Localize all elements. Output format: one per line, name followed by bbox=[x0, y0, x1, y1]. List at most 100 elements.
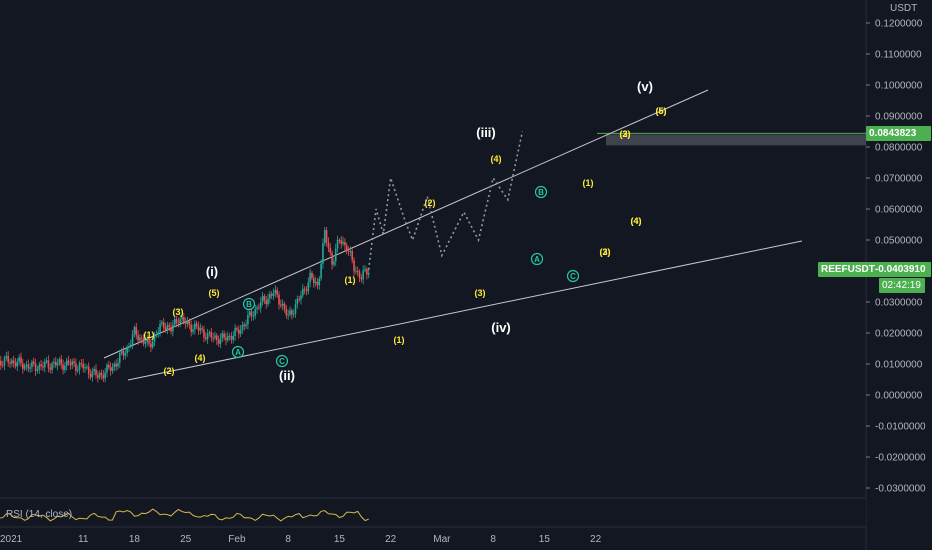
candle-body bbox=[87, 366, 90, 374]
x-tick-label: Mar bbox=[433, 534, 451, 545]
candle-body bbox=[139, 337, 141, 341]
wave-label-sub: (3) bbox=[475, 288, 486, 298]
candle-body bbox=[175, 319, 178, 323]
candle-body bbox=[303, 288, 306, 290]
candle-body bbox=[9, 362, 11, 364]
candle-body bbox=[67, 360, 70, 364]
candle-body bbox=[1, 365, 4, 366]
wave-label-abc: A bbox=[534, 255, 540, 264]
candle-body bbox=[245, 324, 247, 327]
candle-body bbox=[349, 251, 352, 252]
candle-body bbox=[100, 373, 103, 375]
candle-body bbox=[166, 325, 169, 330]
candle-body bbox=[192, 329, 194, 332]
price-unit-label: USDT bbox=[890, 3, 918, 14]
candle-body bbox=[336, 239, 339, 249]
candle-body bbox=[20, 357, 22, 364]
candle-body bbox=[212, 337, 214, 339]
candle-body bbox=[71, 361, 74, 366]
candle-body bbox=[358, 271, 361, 279]
candle-body bbox=[219, 337, 222, 344]
candle-body bbox=[237, 329, 240, 334]
wave-label-primary: (v) bbox=[637, 79, 653, 94]
wave-label-primary: (ii) bbox=[279, 368, 295, 383]
candle-body bbox=[111, 366, 114, 371]
candle-body bbox=[148, 337, 150, 344]
wave-label-abc-ring bbox=[275, 354, 289, 368]
candle-body bbox=[239, 329, 242, 334]
candle-body bbox=[250, 311, 253, 317]
wave-label-abc: B bbox=[246, 300, 252, 309]
candle-body bbox=[302, 288, 304, 296]
candle-body bbox=[47, 360, 50, 368]
candle-body bbox=[355, 271, 357, 272]
y-tick-label: 0.0600000 bbox=[875, 205, 923, 216]
candle-body bbox=[345, 245, 348, 251]
candle-body bbox=[318, 278, 321, 286]
candle-body bbox=[168, 325, 171, 327]
candle-body bbox=[115, 363, 117, 367]
candle-body bbox=[12, 360, 15, 363]
wave-label-sub: (4) bbox=[631, 216, 642, 226]
candle-body bbox=[248, 311, 251, 316]
candle-body bbox=[113, 363, 116, 367]
candle-body bbox=[23, 365, 26, 369]
candle-body bbox=[120, 351, 123, 353]
candle-body bbox=[199, 328, 202, 331]
candle-body bbox=[283, 303, 286, 309]
candle-body bbox=[203, 329, 205, 338]
candle-body bbox=[62, 364, 64, 371]
candle-body bbox=[247, 315, 249, 325]
candle-body bbox=[164, 327, 167, 330]
candle-body bbox=[91, 371, 94, 378]
wave-label-primary: (i) bbox=[206, 264, 218, 279]
candle-body bbox=[153, 334, 156, 342]
x-tick-label: 22 bbox=[590, 534, 602, 545]
price-line-tag: 0.0843823 bbox=[866, 126, 931, 141]
candle-body bbox=[228, 335, 231, 337]
candle-body bbox=[45, 360, 48, 362]
candle-body bbox=[122, 351, 125, 356]
candle-body bbox=[25, 364, 28, 366]
wave-label-sub: (3) bbox=[620, 129, 631, 139]
candle-body bbox=[215, 335, 218, 341]
candle-body bbox=[190, 324, 192, 332]
candle-body bbox=[344, 241, 346, 246]
candle-body bbox=[172, 324, 174, 332]
candle-body bbox=[307, 282, 310, 292]
candle-body bbox=[364, 269, 366, 271]
candle-body bbox=[281, 303, 284, 306]
y-tick-label: 0.1000000 bbox=[875, 81, 923, 92]
candle-body bbox=[366, 269, 368, 275]
candle-body bbox=[106, 364, 108, 373]
wave-label-sub: (2) bbox=[164, 366, 175, 376]
candle-body bbox=[53, 361, 55, 364]
candle-body bbox=[194, 323, 196, 330]
candle-body bbox=[142, 338, 145, 344]
wave-label-sub: (5) bbox=[656, 106, 667, 116]
wave-label-abc-ring bbox=[530, 252, 544, 266]
candle-body bbox=[252, 315, 255, 317]
candle-body bbox=[75, 363, 77, 371]
y-tick-label: -0.0100000 bbox=[875, 422, 926, 433]
x-tick-label: Feb bbox=[228, 534, 246, 545]
candle-body bbox=[223, 333, 225, 338]
candle-body bbox=[274, 289, 277, 294]
candle-body bbox=[186, 320, 189, 324]
candle-body bbox=[226, 336, 229, 341]
candle-body bbox=[97, 375, 99, 378]
y-tick-label: 0.0200000 bbox=[875, 329, 923, 340]
candle-body bbox=[32, 361, 35, 364]
wave-label-abc-ring bbox=[242, 297, 256, 311]
candle-body bbox=[126, 347, 128, 354]
wave-label-sub: (1) bbox=[345, 275, 356, 285]
candle-body bbox=[300, 295, 302, 300]
candle-body bbox=[309, 272, 311, 283]
candle-body bbox=[280, 304, 282, 306]
candle-body bbox=[294, 304, 297, 314]
wave-label-abc: C bbox=[570, 272, 576, 281]
candle-body bbox=[3, 357, 6, 366]
rsi-indicator-label[interactable]: RSI (14, close) bbox=[6, 509, 73, 520]
candle-body bbox=[259, 301, 262, 309]
